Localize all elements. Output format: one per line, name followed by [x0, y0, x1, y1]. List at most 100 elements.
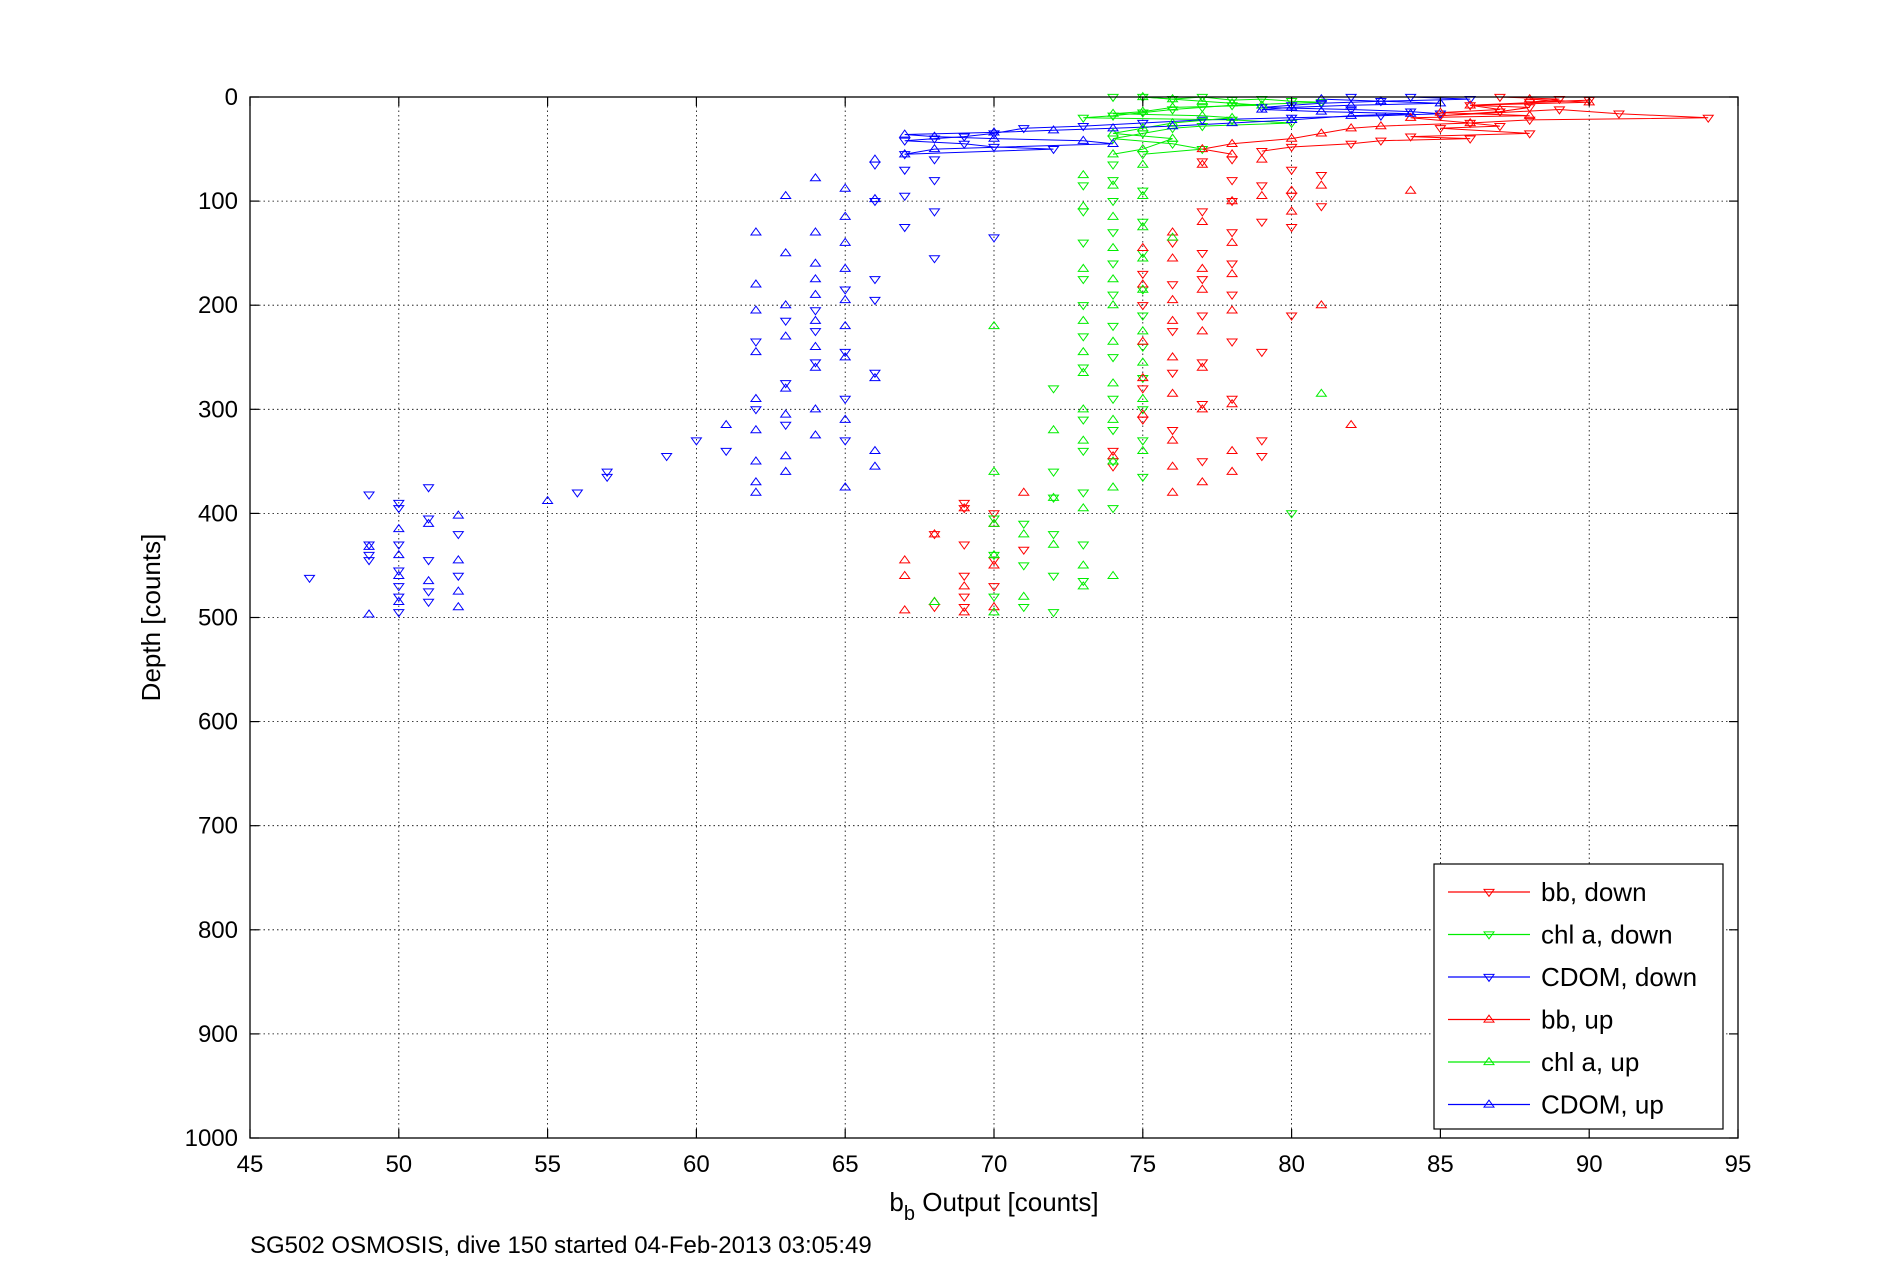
data-point: [1464, 117, 1477, 127]
data-point: [1077, 577, 1090, 587]
data-point: [1166, 388, 1179, 397]
data-point: [392, 609, 405, 618]
data-point: [1107, 336, 1120, 345]
data-point: [1077, 135, 1090, 144]
data-point: [452, 510, 465, 519]
data-point: [1315, 93, 1328, 103]
data-point: [1285, 166, 1298, 176]
data-point: [1107, 273, 1120, 283]
data-point: [1136, 143, 1149, 153]
data-point: [1196, 116, 1209, 126]
data-point: [1136, 190, 1149, 200]
data-point: [1077, 123, 1090, 132]
data-point: [1136, 437, 1149, 446]
data-point: [1285, 312, 1298, 321]
data-point: [1196, 362, 1209, 371]
y-tick-label: 900: [198, 1021, 238, 1048]
data-point: [1374, 112, 1387, 121]
data-point: [809, 341, 822, 350]
data-point: [1702, 114, 1715, 124]
data-point: [1315, 180, 1328, 189]
data-point: [1047, 539, 1060, 548]
data-point: [1434, 110, 1447, 119]
y-tick-label: 400: [198, 500, 238, 527]
data-point: [928, 531, 941, 540]
data-point: [868, 369, 881, 379]
data-point: [1315, 128, 1328, 137]
data-point: [1523, 99, 1536, 108]
data-point: [1107, 570, 1120, 579]
data-point: [988, 601, 1000, 611]
data-point: [1464, 119, 1477, 129]
data-point: [1196, 216, 1209, 226]
data-point: [1345, 106, 1358, 115]
data-point: [1077, 315, 1090, 324]
legend-marker: [1483, 931, 1495, 940]
data-point: [1523, 104, 1536, 113]
data-point: [1107, 354, 1120, 363]
data-point: [1166, 435, 1179, 444]
data-point: [988, 607, 1000, 616]
data-point: [392, 549, 405, 559]
data-point: [1255, 218, 1268, 228]
data-point: [1047, 494, 1060, 503]
data-point: [749, 338, 762, 347]
data-point: [1226, 398, 1239, 408]
data-point: [1107, 123, 1120, 132]
data-point: [1166, 328, 1179, 337]
data-point: [1136, 119, 1149, 129]
data-point: [988, 515, 1000, 524]
data-point: [1226, 395, 1239, 405]
data-point: [1136, 312, 1149, 321]
data-point: [868, 372, 881, 382]
x-tick-label: 65: [832, 1151, 859, 1178]
data-point: [898, 570, 911, 579]
y-tick-label: 1000: [185, 1125, 238, 1152]
data-point: [1077, 169, 1090, 179]
data-point: [779, 299, 792, 309]
x-tick-label: 50: [385, 1151, 412, 1178]
data-point: [779, 247, 792, 257]
data-point: [1136, 123, 1149, 132]
data-point: [1107, 161, 1120, 170]
data-point: [1107, 414, 1120, 423]
data-point: [1285, 114, 1298, 124]
data-point: [1226, 305, 1239, 314]
legend-marker: [1483, 888, 1495, 898]
data-point: [1136, 372, 1149, 382]
data-point: [809, 289, 822, 298]
y-tick-label: 500: [198, 605, 238, 632]
data-point: [1047, 572, 1060, 582]
data-point: [1107, 505, 1120, 514]
data-point: [809, 362, 822, 371]
data-point: [1107, 242, 1120, 252]
data-point: [928, 143, 941, 153]
data-point: [1077, 435, 1090, 444]
data-point: [601, 473, 614, 483]
data-point: [839, 320, 852, 330]
data-point: [1136, 284, 1149, 293]
data-point: [1107, 229, 1120, 238]
data-point: [958, 541, 971, 550]
data-point: [749, 305, 762, 314]
data-point: [1166, 133, 1179, 142]
data-point: [1166, 352, 1179, 361]
data-point: [749, 279, 762, 288]
data-point: [1047, 145, 1060, 155]
data-point: [988, 583, 1000, 592]
data-point: [1315, 203, 1328, 212]
x-tick-label: 75: [1129, 1151, 1156, 1178]
data-point: [898, 149, 911, 158]
data-point: [1166, 487, 1179, 496]
data-point: [1285, 510, 1298, 519]
data-point: [1285, 206, 1298, 215]
data-point: [1196, 276, 1209, 285]
y-tick-label: 700: [198, 813, 238, 840]
data-point: [1345, 140, 1358, 150]
data-point: [1226, 112, 1239, 121]
data-point: [452, 555, 465, 564]
data-point: [1196, 250, 1209, 259]
legend-marker: [1483, 973, 1495, 983]
data-point: [1285, 224, 1298, 233]
